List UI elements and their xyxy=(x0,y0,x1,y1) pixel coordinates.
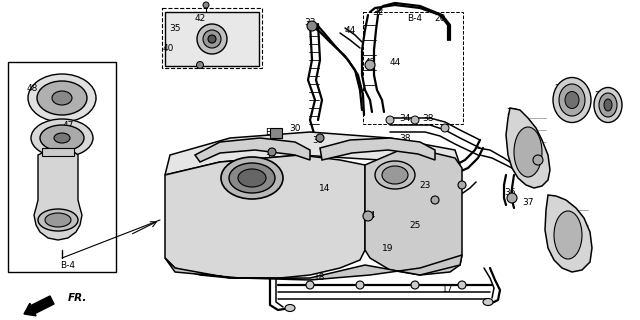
Polygon shape xyxy=(506,108,550,188)
Circle shape xyxy=(306,281,314,289)
Text: 32: 32 xyxy=(372,7,384,17)
FancyArrow shape xyxy=(24,296,54,316)
Circle shape xyxy=(458,281,466,289)
Text: 25: 25 xyxy=(410,220,420,229)
Polygon shape xyxy=(165,155,365,278)
Text: B-4: B-4 xyxy=(266,127,280,137)
Text: 48: 48 xyxy=(26,84,38,92)
Ellipse shape xyxy=(604,99,612,111)
Bar xyxy=(270,128,282,138)
Bar xyxy=(363,12,463,124)
Circle shape xyxy=(507,193,517,203)
Ellipse shape xyxy=(45,213,71,227)
Text: 35: 35 xyxy=(169,23,180,33)
Ellipse shape xyxy=(554,211,582,259)
Polygon shape xyxy=(195,138,310,162)
Ellipse shape xyxy=(40,125,84,151)
Ellipse shape xyxy=(38,209,78,231)
Text: 42: 42 xyxy=(195,13,205,22)
Text: 41: 41 xyxy=(529,154,541,163)
Polygon shape xyxy=(165,132,460,175)
Ellipse shape xyxy=(594,87,622,123)
Text: 43: 43 xyxy=(364,58,376,67)
Ellipse shape xyxy=(514,127,542,177)
Text: 23: 23 xyxy=(419,180,431,189)
Ellipse shape xyxy=(375,161,415,189)
Polygon shape xyxy=(165,255,462,280)
Circle shape xyxy=(458,181,466,189)
Ellipse shape xyxy=(238,169,266,187)
Ellipse shape xyxy=(28,74,96,122)
Text: 18: 18 xyxy=(314,274,326,283)
Circle shape xyxy=(363,211,373,221)
Ellipse shape xyxy=(221,157,283,199)
Text: 39: 39 xyxy=(264,150,276,159)
Circle shape xyxy=(411,281,419,289)
Circle shape xyxy=(365,60,375,70)
Bar xyxy=(165,12,259,66)
Ellipse shape xyxy=(52,91,72,105)
Circle shape xyxy=(441,124,449,132)
Ellipse shape xyxy=(203,30,221,48)
Text: B-4: B-4 xyxy=(408,13,422,22)
Text: B-4: B-4 xyxy=(61,260,76,269)
Circle shape xyxy=(307,21,317,31)
Text: 38: 38 xyxy=(399,133,411,142)
Text: 47: 47 xyxy=(62,121,74,130)
Ellipse shape xyxy=(37,81,87,115)
Text: 39: 39 xyxy=(312,135,324,145)
Text: 19: 19 xyxy=(382,244,394,252)
Text: 24: 24 xyxy=(364,211,376,220)
Ellipse shape xyxy=(565,92,579,108)
Text: 44: 44 xyxy=(344,26,356,35)
Text: 14: 14 xyxy=(319,183,331,193)
Text: 33: 33 xyxy=(304,18,316,27)
Bar xyxy=(162,8,262,68)
Ellipse shape xyxy=(483,299,493,306)
Text: 27: 27 xyxy=(554,84,566,92)
Text: 40: 40 xyxy=(163,44,173,52)
Ellipse shape xyxy=(382,166,408,184)
Ellipse shape xyxy=(285,305,295,311)
Text: 17: 17 xyxy=(442,285,454,294)
Text: 26: 26 xyxy=(506,108,518,116)
Circle shape xyxy=(431,196,439,204)
Text: FR.: FR. xyxy=(68,293,88,303)
Circle shape xyxy=(411,116,419,124)
Ellipse shape xyxy=(54,133,70,143)
Ellipse shape xyxy=(31,119,93,157)
Polygon shape xyxy=(545,195,592,272)
Circle shape xyxy=(268,148,276,156)
Text: 28: 28 xyxy=(564,215,576,225)
Ellipse shape xyxy=(559,84,585,116)
Text: 29: 29 xyxy=(595,91,605,100)
Ellipse shape xyxy=(208,35,216,43)
Circle shape xyxy=(386,116,394,124)
Text: 37: 37 xyxy=(522,197,534,206)
Text: 36: 36 xyxy=(504,188,516,196)
Ellipse shape xyxy=(553,77,591,123)
Text: 44: 44 xyxy=(389,58,401,67)
Text: 20: 20 xyxy=(435,13,445,22)
Text: 38: 38 xyxy=(422,114,434,123)
Ellipse shape xyxy=(229,163,275,193)
Polygon shape xyxy=(320,138,435,160)
Circle shape xyxy=(533,155,543,165)
Ellipse shape xyxy=(197,24,227,54)
Text: 34: 34 xyxy=(399,114,411,123)
Circle shape xyxy=(203,2,209,8)
Polygon shape xyxy=(365,150,462,275)
Ellipse shape xyxy=(599,93,617,117)
Circle shape xyxy=(316,134,324,142)
Circle shape xyxy=(356,281,364,289)
Bar xyxy=(8,62,116,272)
Text: 30: 30 xyxy=(289,124,301,132)
Bar xyxy=(42,148,74,156)
Circle shape xyxy=(196,61,204,68)
Polygon shape xyxy=(34,150,82,240)
